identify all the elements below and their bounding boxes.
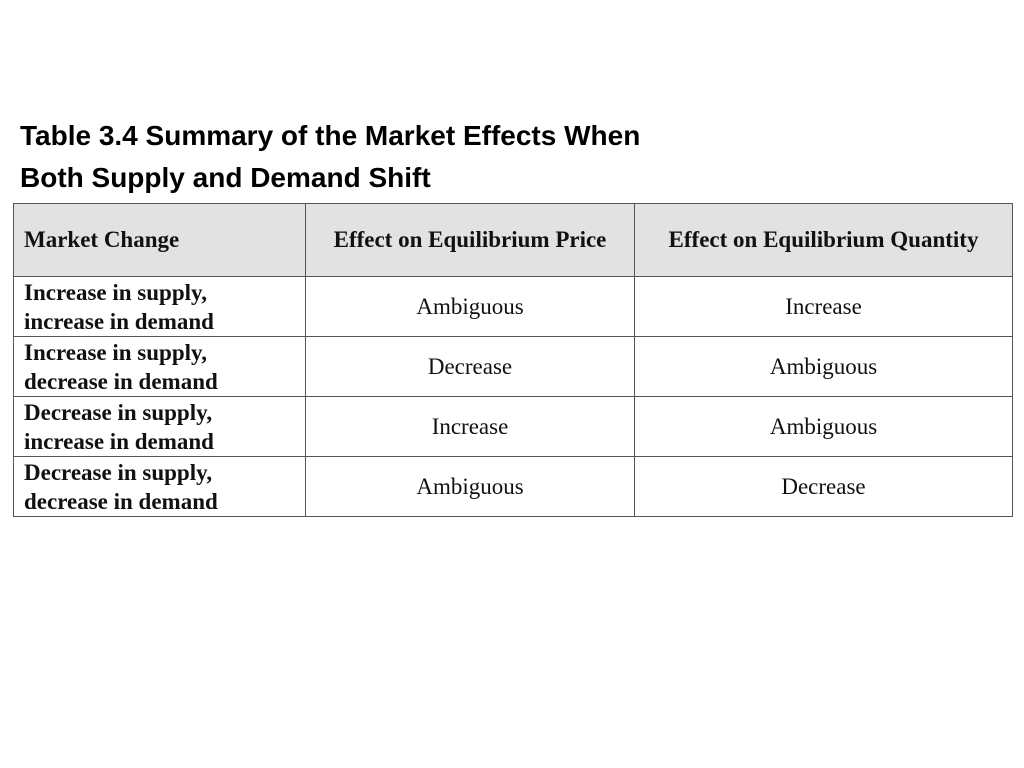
quantity-effect-cell: Decrease xyxy=(634,456,1013,517)
header-market-change: Market Change xyxy=(13,203,306,277)
market-change-line-1: Decrease in supply, xyxy=(24,459,213,485)
price-effect-cell: Ambiguous xyxy=(305,456,635,517)
table-row: Decrease in supply, decrease in demand A… xyxy=(13,456,1013,517)
market-change-line-1: Decrease in supply, xyxy=(24,399,213,425)
market-change-cell: Increase in supply, increase in demand xyxy=(13,276,306,337)
table-row: Increase in supply, decrease in demand D… xyxy=(13,336,1013,397)
header-row: Market Change Effect on Equilibrium Pric… xyxy=(13,203,1013,277)
table-title-line-1: Table 3.4 Summary of the Market Effects … xyxy=(20,120,641,151)
market-effects-table: Market Change Effect on Equilibrium Pric… xyxy=(13,203,1013,517)
quantity-effect-cell: Ambiguous xyxy=(634,396,1013,457)
market-change-cell: Decrease in supply, decrease in demand xyxy=(13,456,306,517)
price-effect-cell: Ambiguous xyxy=(305,276,635,337)
market-change-cell: Decrease in supply, increase in demand xyxy=(13,396,306,457)
market-change-line-1: Increase in supply, xyxy=(24,339,207,365)
table-title: Table 3.4 Summary of the Market Effects … xyxy=(20,115,820,199)
table-row: Decrease in supply, increase in demand I… xyxy=(13,396,1013,457)
market-change-line-2: increase in demand xyxy=(24,428,214,454)
market-change-line-1: Increase in supply, xyxy=(24,279,207,305)
table-title-line-2: Both Supply and Demand Shift xyxy=(20,162,431,193)
header-quantity-effect: Effect on Equilibrium Quantity xyxy=(634,203,1013,277)
header-price-effect: Effect on Equilibrium Price xyxy=(305,203,635,277)
market-change-line-2: increase in demand xyxy=(24,308,214,334)
table-row: Increase in supply, increase in demand A… xyxy=(13,276,1013,337)
quantity-effect-cell: Ambiguous xyxy=(634,336,1013,397)
market-change-line-2: decrease in demand xyxy=(24,368,218,394)
market-change-line-2: decrease in demand xyxy=(24,488,218,514)
price-effect-cell: Decrease xyxy=(305,336,635,397)
price-effect-cell: Increase xyxy=(305,396,635,457)
quantity-effect-cell: Increase xyxy=(634,276,1013,337)
market-change-cell: Increase in supply, decrease in demand xyxy=(13,336,306,397)
